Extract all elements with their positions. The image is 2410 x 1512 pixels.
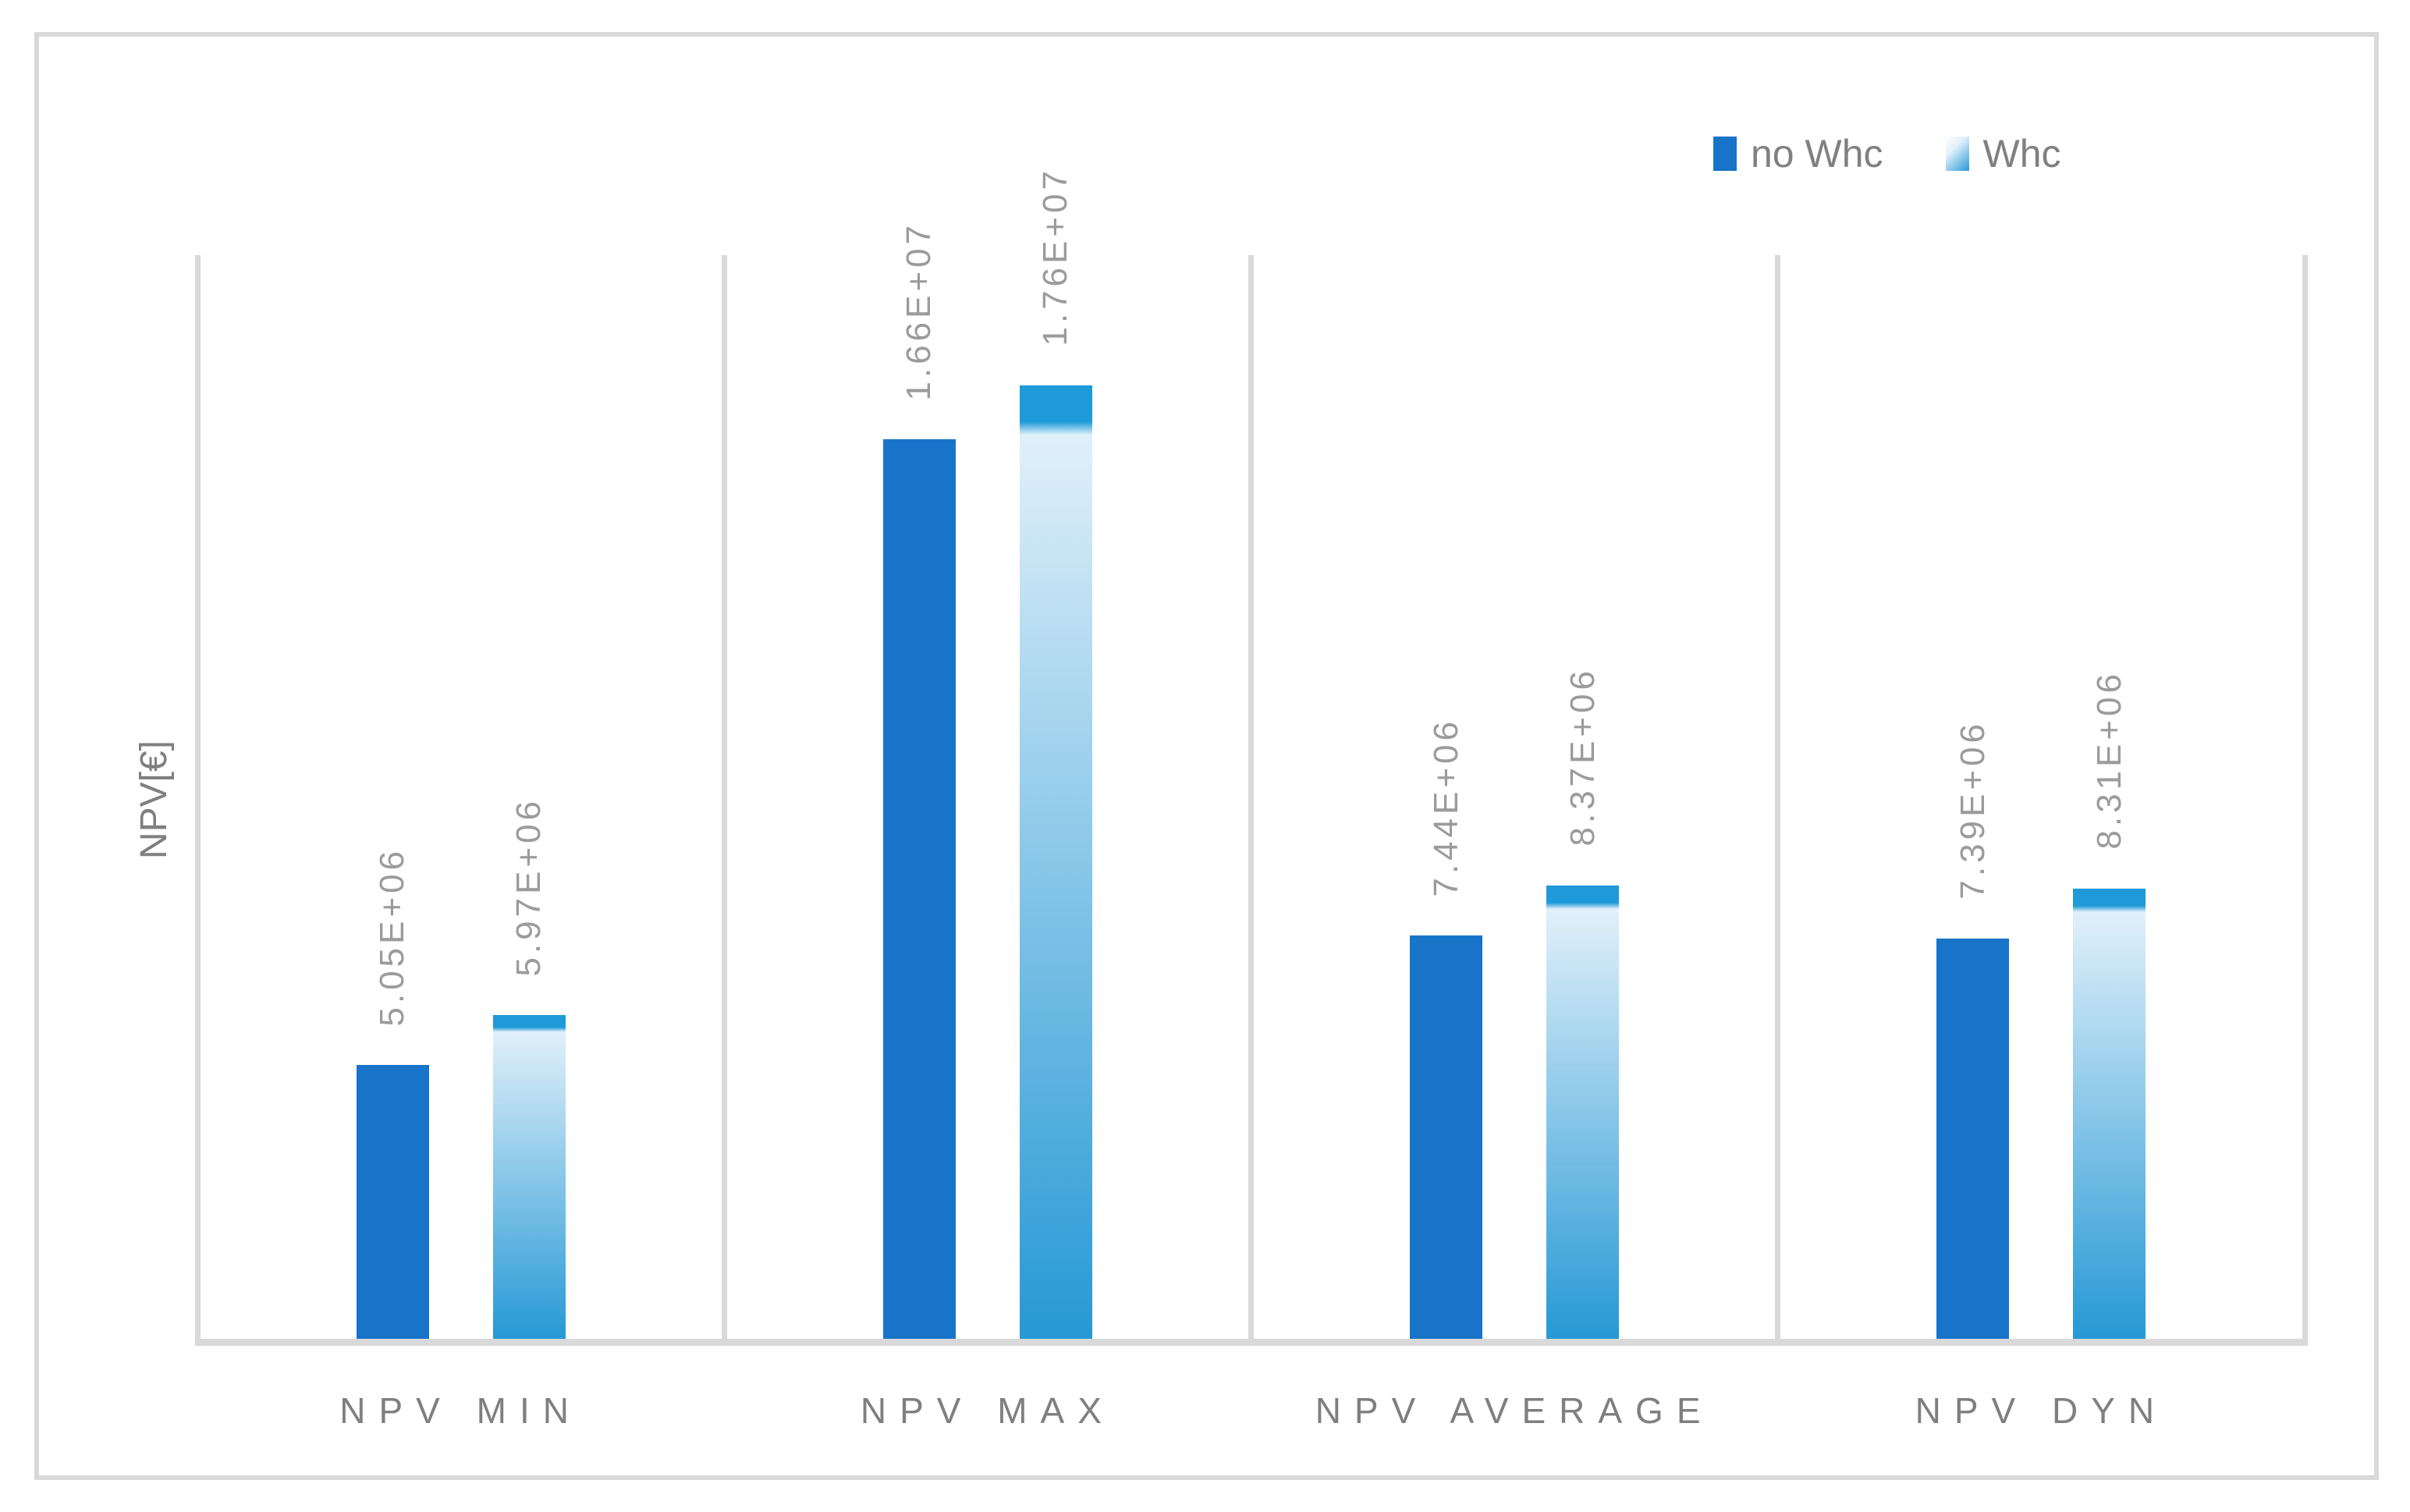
category-label-npv-dyn: NPV DYN (1915, 1390, 2168, 1431)
bar-whc-npv-min (492, 1015, 566, 1339)
bar-no-whc-npv-dyn (1936, 938, 2010, 1339)
legend: no Whc Whc (1713, 131, 2061, 176)
y-axis-title: NPV[€] (119, 671, 189, 928)
legend-label-whc: Whc (1982, 132, 2061, 176)
legend-swatch-no-whc (1713, 137, 1737, 171)
category-separator-3 (1775, 255, 1781, 1339)
y-axis-title-text: NPV[€] (133, 740, 175, 860)
bar-no-whc-npv-average (1410, 935, 1483, 1339)
bar-whc-npv-max (1019, 385, 1092, 1339)
category-separator-2 (1248, 255, 1254, 1339)
bar-no-whc-npv-min (356, 1065, 429, 1339)
legend-item-no-whc: no Whc (1713, 131, 1883, 176)
category-label-npv-max: NPV MAX (860, 1390, 1115, 1431)
category-separator-1 (721, 255, 727, 1339)
bar-no-whc-npv-max (882, 439, 956, 1339)
legend-label-no-whc: no Whc (1751, 132, 1883, 176)
category-label-npv-average: NPV AVERAGE (1315, 1390, 1714, 1431)
bar-whc-npv-average (1546, 885, 1620, 1339)
legend-item-whc: Whc (1945, 131, 2061, 176)
bar-whc-npv-dyn (2073, 888, 2146, 1339)
plot-right-edge (2302, 255, 2308, 1339)
y-axis-line (194, 255, 201, 1339)
category-label-npv-min: NPV MIN (339, 1390, 582, 1431)
x-axis-baseline (194, 1339, 2308, 1346)
legend-swatch-whc (1945, 137, 1969, 171)
